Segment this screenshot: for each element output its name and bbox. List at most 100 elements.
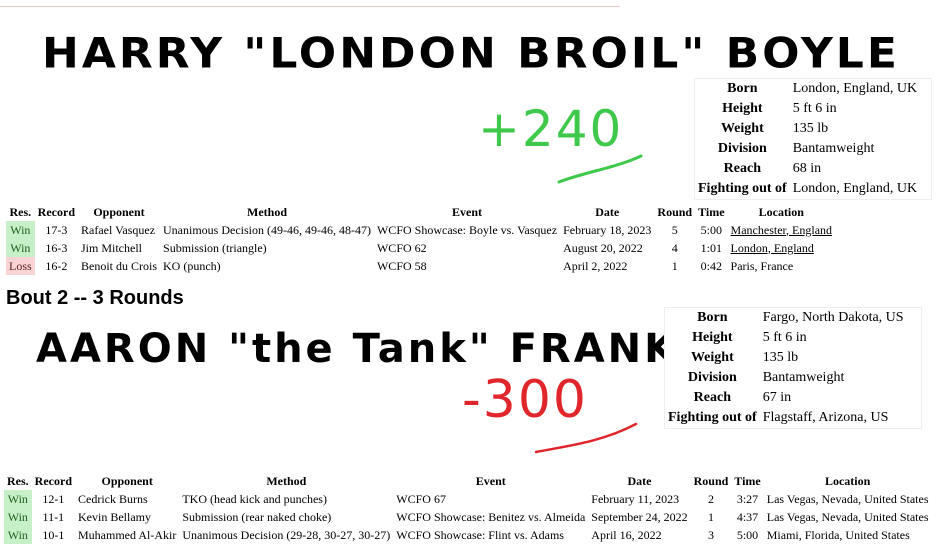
time-cell: 5:00 <box>700 222 722 237</box>
opponent-cell: Benoit du Crois <box>81 258 158 273</box>
round-cell: 4 <box>671 240 678 255</box>
method-cell: TKO (head kick and punches) <box>182 491 327 506</box>
bout-2-heading: Bout 2 -- 3 Rounds <box>6 287 184 309</box>
table-row: Win 11-1 Kevin Bellamy Submission (rear nak… <box>4 508 932 526</box>
date-cell: August 20, 2022 <box>563 240 643 255</box>
column-header-method: Method <box>247 204 287 219</box>
event-cell: WCFO Showcase: Benitez vs. Almeida <box>396 509 586 524</box>
record-cell: 12-1 <box>42 491 65 506</box>
round-cell: 2 <box>707 491 714 506</box>
column-header-time: Time <box>734 473 761 488</box>
date-cell: September 24, 2022 <box>591 509 688 524</box>
info-value: Bantamweight <box>792 141 875 156</box>
column-header-event: Event <box>475 473 506 488</box>
column-header-date: Date <box>595 204 620 219</box>
fighter-2-name: AARON "the Tank" FRANK <box>36 326 679 372</box>
column-header-round: Round <box>693 473 729 488</box>
method-cell: Unanimous Decision (49-46, 49-46, 48-47) <box>163 222 371 237</box>
opponent-cell: Muhammed Al-Akir <box>78 527 177 542</box>
info-label: Weight <box>720 121 764 136</box>
round-cell: 1 <box>671 258 678 273</box>
fighter-1-infobox: Born London, England, UK Height 5 ft 6 in We… <box>694 78 932 200</box>
location-cell: Las Vegas, Nevada, United States <box>766 491 929 506</box>
date-cell: April 16, 2022 <box>591 527 662 542</box>
opponent-cell: Rafael Vasquez <box>81 222 156 237</box>
date-cell: April 2, 2022 <box>563 258 628 273</box>
result-cell: Win <box>6 239 35 257</box>
event-cell: WCFO Showcase: Boyle vs. Vasquez <box>376 222 558 237</box>
event-cell: WCFO 62 <box>376 240 427 255</box>
info-row: Division Bantamweight <box>665 368 907 388</box>
column-header-time: Time <box>698 204 725 219</box>
info-value: 68 in <box>792 161 822 176</box>
column-header-record: Record <box>34 473 72 488</box>
odds-1-underline-scribble <box>557 154 643 184</box>
info-label: Fighting out of <box>698 181 787 196</box>
info-row: Weight 135 lb <box>695 119 920 139</box>
info-label: Division <box>717 141 767 156</box>
info-label: Reach <box>723 161 761 176</box>
odds-2-underline-scribble <box>534 422 638 454</box>
info-value: London, England, UK <box>792 181 918 196</box>
record-cell: 11-1 <box>42 509 65 524</box>
method-cell: Submission (rear naked choke) <box>182 509 332 524</box>
time-cell: 4:37 <box>736 509 759 524</box>
record-cell: 16-3 <box>45 240 68 255</box>
location-cell: Miami, Florida, United States <box>766 527 910 542</box>
info-label: Fighting out of <box>668 410 757 425</box>
info-value: 5 ft 6 in <box>792 101 837 116</box>
info-row: Height 5 ft 6 in <box>665 328 907 348</box>
info-row: Born Fargo, North Dakota, US <box>665 308 907 328</box>
info-label: Born <box>697 310 728 325</box>
info-row: Fighting out of Flagstaff, Arizona, US <box>665 408 907 428</box>
record-cell: 10-1 <box>42 527 65 542</box>
event-cell: WCFO 58 <box>376 258 427 273</box>
result-cell: Win <box>4 490 32 508</box>
info-value: Bantamweight <box>762 370 845 385</box>
info-value: 135 lb <box>792 121 829 136</box>
location-cell: Manchester, England <box>730 222 833 237</box>
info-value: 5 ft 6 in <box>762 330 807 345</box>
record-cell: 16-2 <box>45 258 68 273</box>
info-row: Division Bantamweight <box>695 139 920 159</box>
fighter-2-record-table: Res. Record Opponent Method Event Date Round Ti… <box>4 472 949 544</box>
fighter-1-record-table: Res. Record Opponent Method Event Date Round Ti… <box>6 203 936 275</box>
info-label: Height <box>692 330 733 345</box>
info-label: Height <box>722 101 763 116</box>
round-cell: 1 <box>707 509 714 524</box>
info-row: Reach 67 in <box>665 388 907 408</box>
result-cell: Loss <box>6 257 35 275</box>
info-label: Reach <box>693 390 731 405</box>
column-header-event: Event <box>452 204 483 219</box>
fighter-2-odds: -300 <box>462 370 589 430</box>
opponent-cell: Jim Mitchell <box>81 240 142 255</box>
result-cell: Win <box>4 526 32 544</box>
info-value: London, England, UK <box>792 81 918 96</box>
column-header-res: Res. <box>7 473 29 488</box>
column-header-opponent: Opponent <box>93 204 145 219</box>
column-header-opponent: Opponent <box>101 473 153 488</box>
info-value: Fargo, North Dakota, US <box>762 310 904 325</box>
result-cell: Win <box>6 221 35 239</box>
location-cell: London, England <box>730 240 814 255</box>
fighter-1-odds: +240 <box>478 100 624 158</box>
time-cell: 5:00 <box>736 527 759 542</box>
round-cell: 3 <box>707 527 714 542</box>
info-row: Reach 68 in <box>695 159 920 179</box>
event-cell: WCFO 67 <box>396 491 446 506</box>
info-value: Flagstaff, Arizona, US <box>762 410 889 425</box>
time-cell: 1:01 <box>700 240 722 255</box>
top-divider <box>0 6 620 7</box>
method-cell: Submission (triangle) <box>163 240 267 255</box>
info-label: Division <box>687 370 737 385</box>
fighter-1-name: HARRY "LONDON BROIL" BOYLE <box>42 29 900 78</box>
info-value: 135 lb <box>762 350 799 365</box>
table-row: Win 16-3 Jim Mitchell Submission (triangle)… <box>6 239 835 257</box>
table-row: Win 17-3 Rafael Vasquez Unanimous Decision … <box>6 221 835 239</box>
date-cell: February 11, 2023 <box>591 491 680 506</box>
column-header-date: Date <box>627 473 652 488</box>
info-row: Born London, England, UK <box>695 79 920 99</box>
event-cell: WCFO Showcase: Flint vs. Adams <box>396 527 564 542</box>
fighter-2-infobox: Born Fargo, North Dakota, US Height 5 ft 6 … <box>664 307 922 429</box>
location-cell: Paris, France <box>730 258 794 273</box>
